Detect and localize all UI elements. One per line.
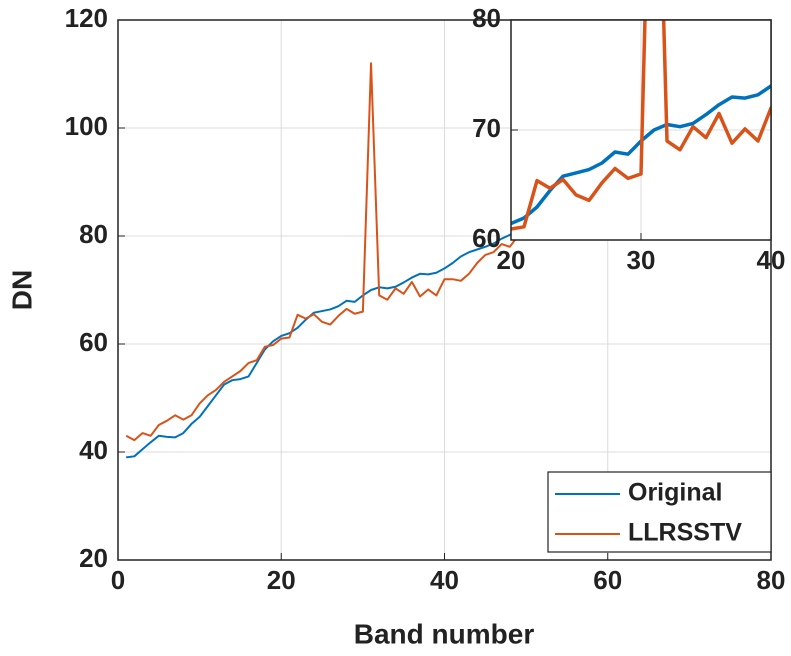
y-tick-label: 70 bbox=[472, 113, 501, 143]
legend-label: LLRSSTV bbox=[628, 519, 742, 547]
axes-box bbox=[510, 19, 772, 241]
y-tick-label: 80 bbox=[79, 219, 108, 249]
y-tick-label: 100 bbox=[65, 111, 108, 141]
y-tick-label: 40 bbox=[79, 435, 108, 465]
y-tick-label: 80 bbox=[472, 3, 501, 33]
x-axis-label: Band number bbox=[354, 618, 535, 649]
x-tick-label: 0 bbox=[111, 565, 125, 595]
y-axis-label: DN bbox=[6, 270, 37, 310]
x-tick-label: 30 bbox=[627, 245, 656, 275]
x-tick-label: 20 bbox=[497, 245, 526, 275]
legend-box bbox=[547, 471, 772, 553]
legend: Original LLRSSTV bbox=[547, 471, 772, 553]
legend-label: Original bbox=[628, 479, 722, 507]
y-tick-label: 20 bbox=[79, 543, 108, 573]
x-tick-label: 20 bbox=[267, 565, 296, 595]
x-tick-label: 40 bbox=[757, 245, 786, 275]
inset-plot: 20 30 40 60 70 80 bbox=[472, 3, 786, 275]
x-tick-label: 40 bbox=[430, 565, 459, 595]
axes-box bbox=[117, 19, 772, 561]
x-tick-label: 80 bbox=[757, 565, 786, 595]
y-tick-label: 120 bbox=[65, 3, 108, 33]
y-tick-label: 60 bbox=[472, 223, 501, 253]
x-tick-label: 60 bbox=[593, 565, 622, 595]
y-tick-label: 60 bbox=[79, 327, 108, 357]
